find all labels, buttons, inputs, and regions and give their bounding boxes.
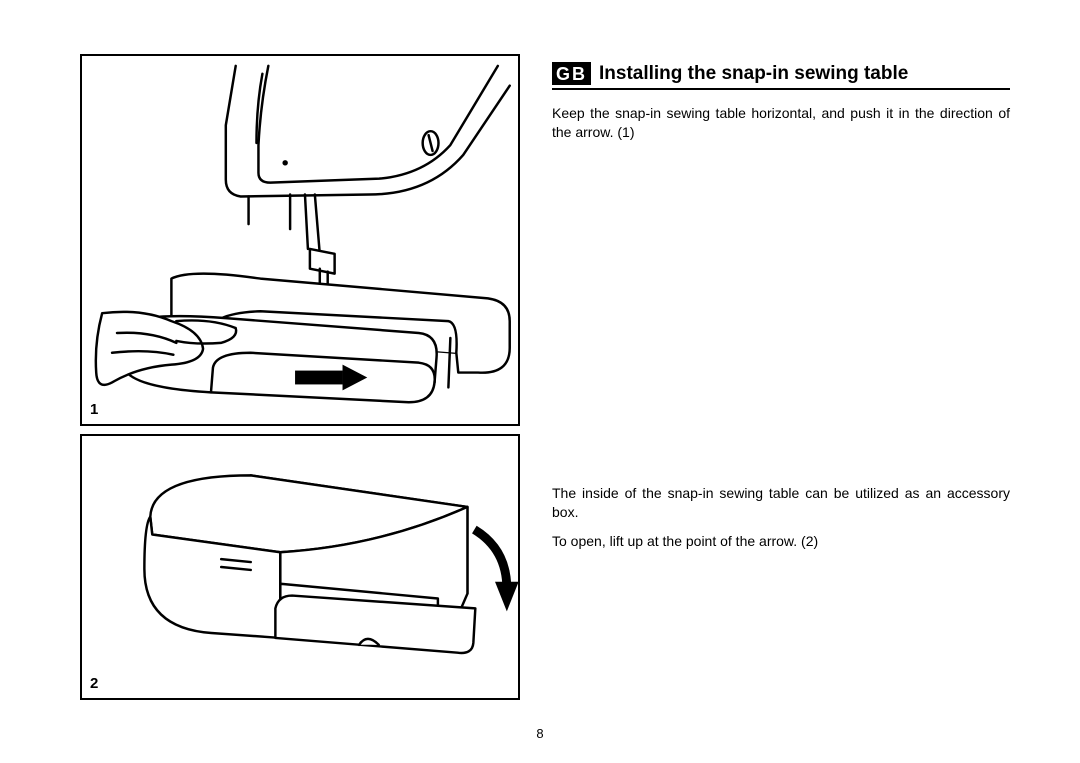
text-column: GB Installing the snap-in sewing table K… bbox=[552, 54, 1010, 708]
figures-column: 1 bbox=[80, 54, 520, 708]
paragraph-block-2: The inside of the snap-in sewing table c… bbox=[552, 484, 1010, 551]
accessory-box-illustration bbox=[82, 436, 518, 698]
manual-page: 1 bbox=[0, 0, 1080, 728]
figure-1-label: 1 bbox=[90, 401, 98, 418]
section-title: Installing the snap-in sewing table bbox=[599, 63, 908, 85]
paragraph-2: The inside of the snap-in sewing table c… bbox=[552, 484, 1010, 522]
section-title-row: GB Installing the snap-in sewing table bbox=[552, 62, 1010, 90]
sewing-machine-illustration bbox=[82, 56, 518, 424]
lift-arrow-icon bbox=[474, 530, 507, 589]
lift-arrow-head-icon bbox=[495, 582, 518, 612]
figure-2-box: 2 bbox=[80, 434, 520, 700]
figure-2-label: 2 bbox=[90, 675, 98, 692]
figure-1-box: 1 bbox=[80, 54, 520, 426]
paragraph-3: To open, lift up at the point of the arr… bbox=[552, 532, 1010, 551]
paragraph-1: Keep the snap-in sewing table horizontal… bbox=[552, 104, 1010, 142]
language-badge: GB bbox=[552, 62, 591, 85]
page-number: 8 bbox=[0, 726, 1080, 741]
